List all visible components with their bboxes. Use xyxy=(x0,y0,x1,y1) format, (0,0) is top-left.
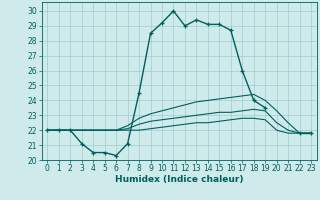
X-axis label: Humidex (Indice chaleur): Humidex (Indice chaleur) xyxy=(115,175,244,184)
